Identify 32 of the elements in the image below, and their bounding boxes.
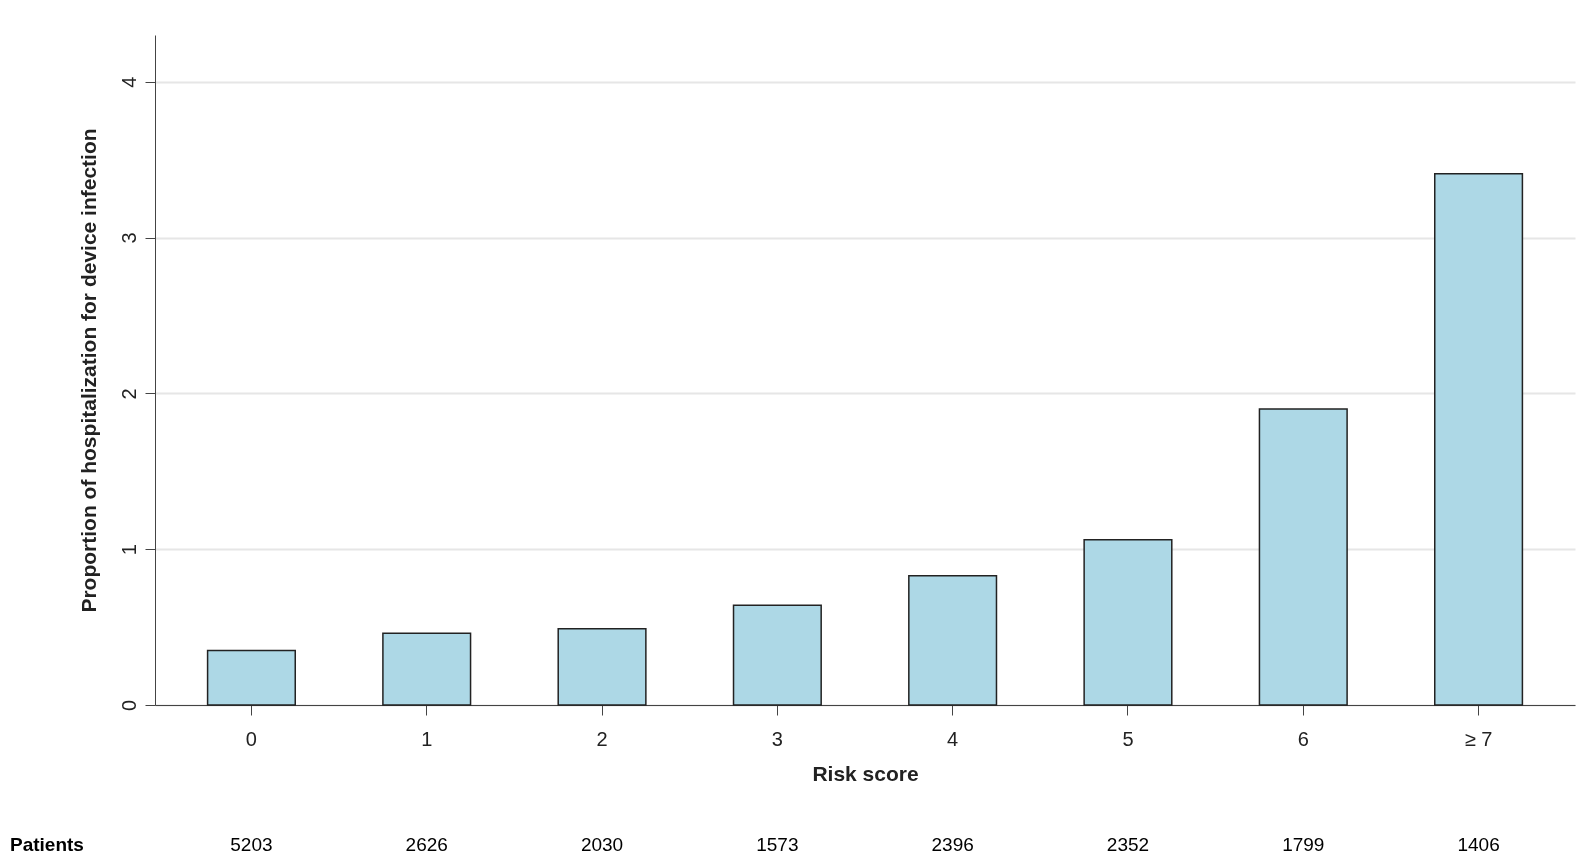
- x-axis-title: Risk score: [812, 761, 919, 785]
- text: 2352: [1106, 834, 1150, 855]
- x-tick-label: 1: [421, 727, 433, 750]
- bar: [732, 604, 822, 706]
- text: 2396: [931, 834, 974, 855]
- text: 2626: [405, 834, 448, 855]
- bar: [1434, 172, 1524, 706]
- y-axis-title: Proportion of hospitalization for device infection: [76, 128, 100, 613]
- x-tick-label: 0: [245, 727, 257, 750]
- x-tick-label: 5: [1122, 727, 1134, 750]
- text: 1406: [1457, 834, 1500, 855]
- x-tick-label: 6: [1297, 727, 1309, 750]
- text: 1799: [1282, 834, 1325, 855]
- y-tick-label: 3: [117, 232, 140, 244]
- bar: [382, 632, 472, 706]
- x-tick-label: 4: [947, 727, 959, 750]
- text: 2030: [580, 834, 624, 855]
- bar: [1083, 539, 1173, 706]
- y-tick-label: 2: [117, 388, 140, 400]
- bar: [908, 574, 998, 706]
- bar: [1258, 408, 1348, 706]
- text: Patients: [10, 834, 84, 855]
- y-tick-label: 0: [117, 699, 140, 712]
- y-tick-label: 4: [117, 76, 140, 88]
- text: 5203: [230, 834, 273, 855]
- x-tick-label: ≥ 7: [1464, 727, 1493, 750]
- x-tick-label: 3: [771, 727, 783, 750]
- x-tick-label: 2: [596, 727, 608, 750]
- bar: [206, 649, 296, 706]
- y-tick-label: 1: [117, 544, 140, 556]
- text: 1573: [756, 834, 799, 855]
- bar: [557, 627, 647, 706]
